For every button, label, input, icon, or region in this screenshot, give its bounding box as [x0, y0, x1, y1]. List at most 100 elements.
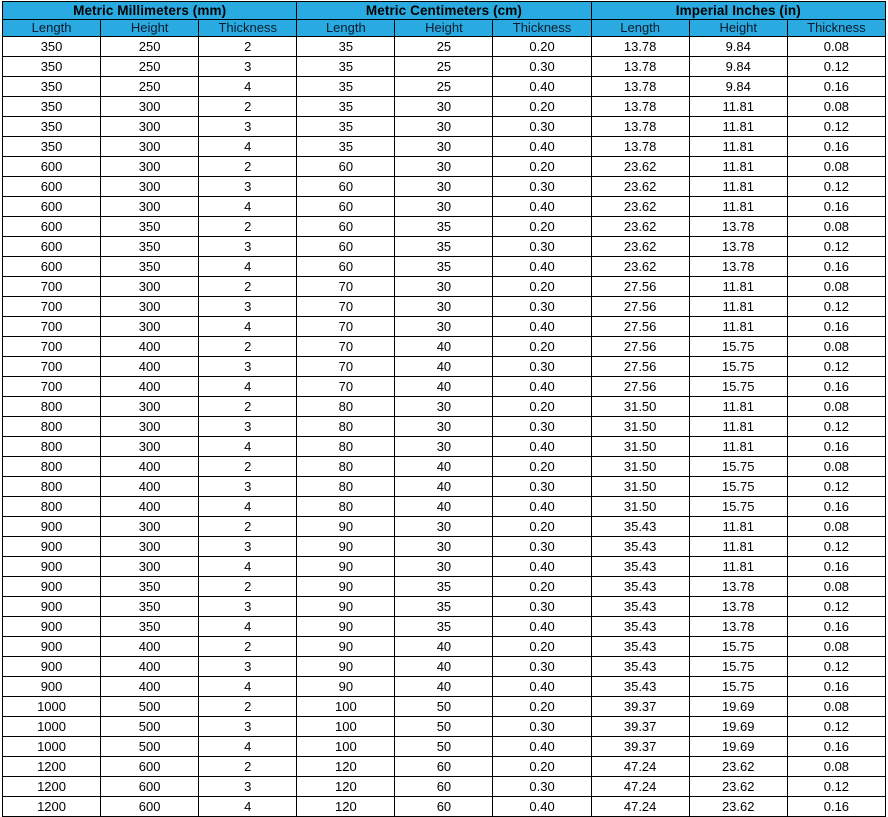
table-row: 900 300 2 90 30 0.20 35.43 11.81 0.08 — [1, 516, 887, 537]
cell-in-height: 13.78 — [688, 596, 788, 617]
cell-in-length: 27.56 — [590, 276, 690, 297]
cell-in-length: 31.50 — [590, 396, 690, 417]
cell-in-length: 23.62 — [590, 156, 690, 177]
cell-in-height: 13.78 — [688, 236, 788, 257]
cell-mm-length: 900 — [1, 576, 102, 597]
cell-mm-height: 400 — [100, 656, 200, 677]
cell-in-length: 35.43 — [590, 656, 690, 677]
cell-mm-length: 1000 — [1, 696, 102, 717]
cell-in-height: 11.81 — [688, 396, 788, 417]
cell-cm-length: 60 — [296, 256, 396, 277]
cell-mm-height: 350 — [100, 576, 200, 597]
cell-in-height: 13.78 — [688, 616, 788, 637]
cell-cm-thickness: 0.30 — [492, 356, 592, 377]
cell-cm-height: 30 — [394, 96, 494, 117]
cell-mm-thickness: 3 — [198, 716, 298, 737]
cell-in-thickness: 0.08 — [786, 336, 887, 357]
cell-cm-thickness: 0.30 — [492, 776, 592, 797]
cell-mm-height: 300 — [100, 416, 200, 437]
cell-cm-height: 35 — [394, 256, 494, 277]
cell-mm-thickness: 2 — [198, 696, 298, 717]
cell-cm-thickness: 0.20 — [492, 456, 592, 477]
cell-cm-thickness: 0.40 — [492, 436, 592, 457]
cell-cm-height: 30 — [394, 176, 494, 197]
cell-in-thickness: 0.12 — [786, 116, 887, 137]
cell-in-length: 47.24 — [590, 756, 690, 777]
cell-cm-length: 60 — [296, 216, 396, 237]
table-row: 900 350 4 90 35 0.40 35.43 13.78 0.16 — [1, 616, 887, 637]
table-row: 900 300 4 90 30 0.40 35.43 11.81 0.16 — [1, 556, 887, 577]
cell-cm-length: 90 — [296, 676, 396, 697]
cell-cm-length: 60 — [296, 236, 396, 257]
cell-in-thickness: 0.08 — [786, 456, 887, 477]
cell-in-thickness: 0.12 — [786, 296, 887, 317]
cell-mm-height: 300 — [100, 116, 200, 137]
cell-in-thickness: 0.16 — [786, 436, 887, 457]
cell-in-length: 13.78 — [590, 56, 690, 77]
cell-in-thickness: 0.12 — [786, 356, 887, 377]
cell-cm-length: 100 — [296, 696, 396, 717]
table-row: 600 300 3 60 30 0.30 23.62 11.81 0.12 — [1, 176, 887, 197]
cell-mm-thickness: 4 — [198, 316, 298, 337]
cell-cm-length: 120 — [296, 756, 396, 777]
cell-cm-height: 35 — [394, 216, 494, 237]
cell-in-length: 35.43 — [590, 676, 690, 697]
cell-cm-length: 90 — [296, 616, 396, 637]
cell-in-thickness: 0.16 — [786, 556, 887, 577]
cell-mm-length: 800 — [1, 416, 102, 437]
cell-in-thickness: 0.16 — [786, 676, 887, 697]
table-body: 350 250 2 35 25 0.20 13.78 9.84 0.08 350 250 3 35 25 0… — [1, 36, 887, 817]
cell-cm-height: 25 — [394, 36, 494, 57]
cell-in-length: 23.62 — [590, 256, 690, 277]
cell-cm-thickness: 0.40 — [492, 796, 592, 817]
cell-mm-height: 400 — [100, 356, 200, 377]
cell-mm-height: 300 — [100, 516, 200, 537]
cell-in-thickness: 0.08 — [786, 276, 887, 297]
cell-in-height: 23.62 — [688, 776, 788, 797]
cell-cm-thickness: 0.40 — [492, 256, 592, 277]
cell-mm-thickness: 3 — [198, 536, 298, 557]
column-header-cm-thickness: Thickness — [492, 19, 592, 37]
cell-mm-height: 350 — [100, 236, 200, 257]
cell-in-thickness: 0.08 — [786, 96, 887, 117]
cell-mm-thickness: 3 — [198, 776, 298, 797]
table-row: 700 300 2 70 30 0.20 27.56 11.81 0.08 — [1, 276, 887, 297]
cell-in-height: 11.81 — [688, 156, 788, 177]
cell-in-length: 13.78 — [590, 76, 690, 97]
cell-cm-length: 90 — [296, 656, 396, 677]
cell-mm-height: 350 — [100, 216, 200, 237]
cell-in-thickness: 0.16 — [786, 616, 887, 637]
cell-cm-thickness: 0.20 — [492, 396, 592, 417]
cell-cm-thickness: 0.20 — [492, 276, 592, 297]
cell-in-length: 27.56 — [590, 336, 690, 357]
cell-in-height: 13.78 — [688, 256, 788, 277]
cell-mm-length: 800 — [1, 436, 102, 457]
cell-in-thickness: 0.16 — [786, 196, 887, 217]
cell-cm-length: 60 — [296, 196, 396, 217]
cell-cm-length: 35 — [296, 36, 396, 57]
cell-cm-length: 35 — [296, 56, 396, 77]
cell-in-thickness: 0.12 — [786, 476, 887, 497]
cell-mm-thickness: 2 — [198, 276, 298, 297]
cell-in-length: 35.43 — [590, 576, 690, 597]
cell-in-height: 15.75 — [688, 456, 788, 477]
cell-cm-height: 60 — [394, 756, 494, 777]
cell-cm-height: 40 — [394, 376, 494, 397]
cell-mm-length: 600 — [1, 216, 102, 237]
cell-cm-length: 70 — [296, 376, 396, 397]
cell-cm-length: 90 — [296, 516, 396, 537]
table-row: 1000 500 3 100 50 0.30 39.37 19.69 0.12 — [1, 716, 887, 737]
cell-in-height: 9.84 — [688, 56, 788, 77]
cell-in-height: 23.62 — [688, 796, 788, 817]
cell-in-height: 19.69 — [688, 696, 788, 717]
table-row: 350 300 2 35 30 0.20 13.78 11.81 0.08 — [1, 96, 887, 117]
cell-in-length: 13.78 — [590, 96, 690, 117]
cell-in-thickness: 0.08 — [786, 36, 887, 57]
cell-cm-length: 80 — [296, 496, 396, 517]
table-row: 1200 600 2 120 60 0.20 47.24 23.62 0.08 — [1, 756, 887, 777]
cell-cm-length: 35 — [296, 116, 396, 137]
group-header-metric-centimeters: Metric Centimeters (cm) — [296, 1, 592, 20]
cell-cm-thickness: 0.40 — [492, 316, 592, 337]
table-row: 800 400 3 80 40 0.30 31.50 15.75 0.12 — [1, 476, 887, 497]
cell-cm-thickness: 0.20 — [492, 96, 592, 117]
